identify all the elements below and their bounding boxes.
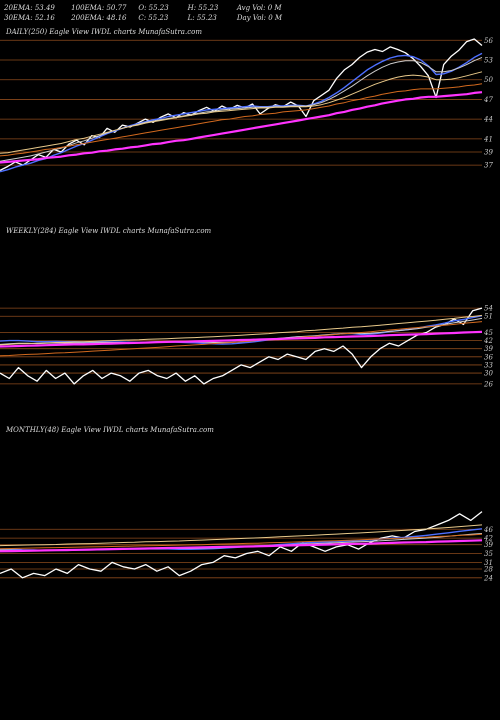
daily-ema20-line	[0, 52, 483, 173]
weekly-trend-line	[0, 330, 483, 348]
daily-ema100-line	[0, 71, 483, 154]
stats-row-1: 20EMA: 53.49 100EMA: 50.77 O: 55.23 H: 5…	[4, 3, 304, 13]
ema20-stat: 20EMA: 53.49	[4, 4, 55, 12]
stats-row-2: 30EMA: 52.16 200EMA: 48.16 C: 55.23 L: 5…	[4, 13, 304, 23]
weekly-tick-label: 45	[483, 329, 493, 337]
daily-price-line	[0, 38, 483, 171]
daily-tick-label: 50	[484, 76, 493, 84]
daily-tick-label: 44	[483, 116, 493, 124]
weekly-ema200-line	[0, 321, 483, 357]
monthly-tick-label: 35	[484, 550, 493, 558]
daily-tick-label: 39	[484, 149, 493, 157]
monthly-ema200-line	[0, 533, 483, 550]
high-stat: H: 55.23	[187, 4, 219, 12]
close-stat: C: 55.23	[138, 14, 169, 22]
avg-vol-stat: Avg Vol: 0 M	[236, 4, 282, 12]
daily-ema30-line	[0, 56, 483, 162]
daily-tick-label: 56	[484, 37, 493, 45]
weekly-tick-label: 39	[484, 345, 493, 353]
daily-tick-label: 41	[483, 135, 493, 143]
weekly-ema100-line	[0, 314, 483, 346]
monthly-tick-label: 42	[483, 535, 493, 543]
monthly-tick-label: 28	[483, 565, 493, 573]
monthly-tick-label: 46	[483, 526, 493, 534]
open-stat: O: 55.23	[138, 4, 169, 12]
daily-chart: 56 53 50 47 44 41 39 37	[0, 37, 493, 173]
daily-trend-line	[0, 91, 483, 164]
weekly-tick-label: 36	[484, 353, 493, 361]
weekly-tick-label: 33	[484, 361, 493, 369]
low-stat: L: 55.23	[187, 14, 217, 22]
weekly-tick-label: 26	[483, 380, 493, 388]
ema30-stat: 30EMA: 52.16	[4, 14, 55, 22]
weekly-tick-label: 54	[484, 305, 493, 313]
daily-ema200-line	[0, 83, 483, 157]
daily-tick-label: 53	[484, 57, 493, 65]
ema200-stat: 200EMA: 48.16	[71, 14, 127, 22]
daily-tick-label: 47	[483, 96, 493, 104]
weekly-tick-label: 30	[484, 370, 493, 378]
daily-tick-label: 37	[484, 162, 493, 170]
monthly-chart-title: MONTHLY(48) Eagle View IWDL charts Munaf…	[6, 426, 214, 434]
monthly-tick-label: 31	[484, 559, 493, 567]
monthly-tick-label: 24	[483, 574, 493, 582]
header-stats: 20EMA: 53.49 100EMA: 50.77 O: 55.23 H: 5…	[4, 3, 304, 23]
day-vol-stat: Day Vol: 0 M	[236, 14, 283, 22]
weekly-chart-title: WEEKLY(284) Eagle View IWDL charts Munaf…	[6, 227, 212, 235]
ema100-stat: 100EMA: 50.77	[71, 4, 127, 12]
weekly-price-line	[0, 307, 483, 385]
monthly-ema100-line	[0, 524, 483, 547]
weekly-tick-label: 42	[483, 337, 493, 345]
monthly-tick-label: 39	[484, 541, 493, 549]
monthly-trend-line	[0, 539, 483, 553]
weekly-tick-label: 51	[484, 313, 493, 321]
daily-chart-title: DAILY(250) Eagle View IWDL charts Munafa…	[6, 28, 202, 36]
